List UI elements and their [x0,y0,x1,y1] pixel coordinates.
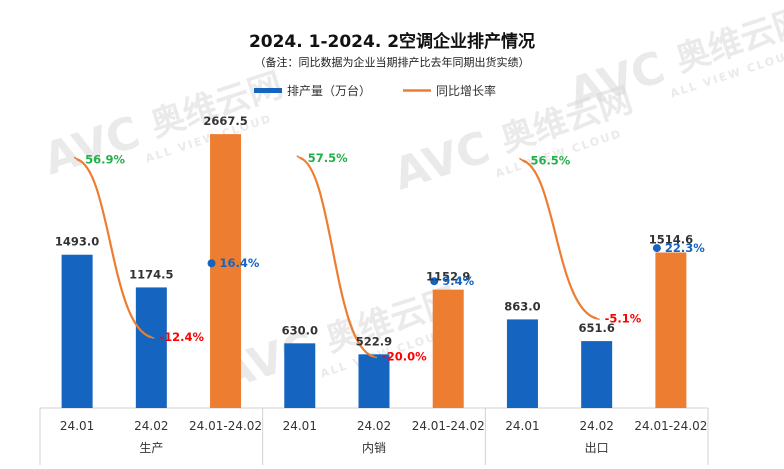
bar [284,343,316,408]
bar-value-label: 522.9 [356,334,392,348]
growth-line [521,159,598,320]
bar-value-label: 1514.6 [649,233,693,247]
growth-value-label: 9.4% [442,274,474,288]
growth-point [73,156,81,162]
total-growth-dot [652,244,661,253]
bar-value-label: 1493.0 [55,235,99,249]
growth-point [519,157,526,163]
chart-title: 2024. 1-2024. 2空调企业排产情况 [249,31,535,52]
bar [210,134,242,409]
total-growth-dot [430,277,439,286]
bar [432,289,464,408]
chart-subtitle: （备注：同比数据为企业当期排产比去年同期出货实绩） [255,55,530,69]
growth-value-label: 56.9% [85,152,125,166]
bar-value-label: 1152.9 [426,270,470,284]
growth-point [147,335,155,339]
growth-point [296,155,304,161]
tick-label: 24.01 [283,419,317,433]
growth-line [76,158,152,339]
tick-label: 24.01-24.02 [412,419,485,433]
data-labels: 1493.0 1174.5 2667.5 630.0 522.9 1152.9 863.0 6… [55,114,705,364]
bar-value-label: 863.0 [504,299,540,313]
bar-value-label: 630.0 [282,323,318,337]
group-label: 内销 [362,441,386,455]
bar [655,252,687,408]
bar [135,287,167,408]
tick-label: 24.01-24.02 [189,419,262,433]
growth-value-label: 16.4% [220,256,260,270]
category-axis: 生产 内销 出口 24.01 24.02 24.01-24.02 24.01 24.02 24.… [39,407,709,465]
growth-value-label: 57.5% [308,151,348,165]
bar-value-label: 2667.5 [203,114,247,128]
legend: 排产量（万台） 同比增长率 [254,83,496,98]
watermark-logo: AVC [38,107,146,186]
bar [61,254,93,408]
legend-label-bar: 排产量（万台） [287,83,371,98]
growth-value-label: -12.4% [159,330,204,344]
group-label: 生产 [139,441,163,455]
tick-label: 24.02 [134,419,168,433]
growth-value-label: 22.3% [665,241,705,255]
growth-value-label: 56.5% [530,153,570,167]
bar-series [61,134,687,409]
bar-value-label: 1174.5 [129,267,173,281]
bar-value-label: 651.6 [578,321,614,335]
tick-label: 24.01 [60,419,94,433]
tick-label: 24.02 [357,419,391,433]
tick-label: 24.01-24.02 [634,419,707,433]
bar [506,319,538,408]
growth-value-label: -5.1% [605,311,642,325]
tick-label: 24.01 [505,419,539,433]
line-series [73,155,661,359]
bar [358,354,390,408]
bar [581,341,613,408]
growth-point [369,354,378,359]
group-label: 出口 [585,441,609,455]
legend-swatch-bar [254,88,282,93]
growth-line [299,156,375,358]
watermark-logo: AVC [388,122,496,201]
tick-label: 24.02 [579,419,613,433]
growth-value-label: -20.0% [382,350,427,364]
growth-point [592,316,600,321]
total-growth-dot [207,259,216,268]
legend-label-line: 同比增长率 [436,83,496,98]
